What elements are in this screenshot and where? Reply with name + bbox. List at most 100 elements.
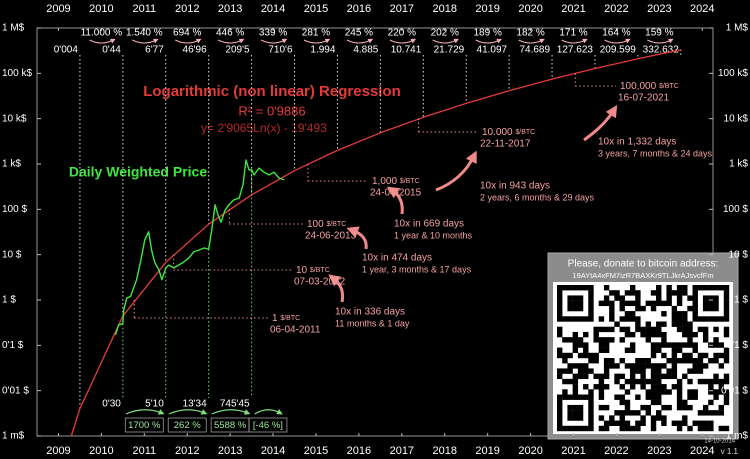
qr-cell [619, 425, 625, 432]
x-tick-label: 2023 [647, 3, 671, 15]
y-tick-label: 10 k$ [2, 113, 27, 124]
y-tick-label: 10 $ [2, 249, 22, 260]
qr-cell [635, 326, 641, 333]
qr-cell [723, 311, 730, 317]
qr-cell [635, 305, 641, 312]
qr-cell [557, 311, 563, 317]
qr-cell [609, 316, 615, 322]
qr-cell [650, 300, 657, 307]
qr-cell [583, 394, 589, 400]
qr-cell [650, 389, 657, 395]
qr-cell [603, 295, 610, 301]
qr-cell [692, 290, 698, 296]
regression-growth-label: 1.540 % [126, 28, 163, 39]
interval-arrow [387, 186, 404, 215]
qr-cell [708, 316, 714, 322]
qr-cell [567, 363, 573, 369]
regression-value-label: 127.623 [557, 45, 594, 56]
qr-cell [656, 378, 662, 385]
milestone-date: 16-07-2021 [618, 93, 670, 104]
qr-cell [697, 326, 704, 333]
qr-cell [635, 321, 641, 327]
qr-cell [629, 331, 636, 338]
qr-cell [619, 295, 625, 301]
qr-cell [676, 404, 683, 411]
qr-cell [593, 337, 599, 343]
regression-growth-arrow [475, 38, 502, 44]
y-tick-label-right: 10 $ [729, 249, 749, 260]
qr-cell [697, 425, 704, 432]
qr-cell [708, 305, 714, 312]
qr-cell [614, 378, 620, 385]
price-value-label: 5'10 [145, 399, 164, 410]
qr-cell [624, 410, 631, 416]
qr-cell [708, 295, 714, 301]
qr-cell [588, 415, 594, 421]
qr-cell [635, 368, 641, 374]
qr-cell [577, 373, 584, 380]
price-growth-box [124, 417, 164, 433]
x-tick-label: 2016 [347, 3, 371, 15]
qr-cell [609, 420, 615, 426]
qr-cell [583, 368, 589, 374]
x-tick-label: 2012 [175, 3, 199, 15]
footer-version: v 1.1 [721, 447, 739, 456]
qr-cell [682, 352, 688, 359]
qr-cell [624, 389, 631, 395]
qr-cell [656, 368, 662, 374]
qr-cell [702, 337, 709, 343]
qr-cell [619, 399, 625, 406]
qr-cell [656, 384, 662, 390]
qr-cell [666, 295, 672, 301]
qr-cell [577, 404, 584, 411]
qr-cell [676, 342, 683, 348]
qr-cell [713, 352, 719, 359]
price-growth-box [248, 417, 288, 433]
qr-cell [598, 378, 605, 385]
qr-cell [572, 337, 579, 343]
qr-cell [650, 305, 657, 312]
qr-cell [609, 363, 615, 369]
qr-cell [557, 347, 563, 353]
milestone-price-unit: $/BTC [280, 315, 300, 322]
qr-cell [687, 368, 693, 374]
qr-cell [682, 316, 688, 322]
qr-cell [614, 290, 620, 296]
qr-cell [577, 285, 584, 291]
qr-cell [650, 342, 657, 348]
qr-cell [718, 384, 724, 390]
qr-cell [593, 331, 599, 338]
qr-cell [671, 305, 678, 312]
qr-cell [588, 295, 594, 301]
qr-cell [603, 300, 610, 307]
interval-detail: 1 year, 3 months & 17 days [362, 264, 472, 274]
qr-cell [718, 363, 724, 369]
qr-cell [708, 300, 714, 307]
qr-cell [567, 295, 573, 301]
qr-cell [572, 316, 579, 322]
qr-cell [656, 389, 662, 395]
milestone-price-unit: $/BTC [515, 129, 535, 136]
qr-cell [624, 404, 631, 411]
x-tick-label-bottom: 2011 [132, 445, 156, 457]
qr-cell [577, 394, 584, 400]
price-growth-arrow [125, 409, 165, 415]
qr-cell [557, 305, 563, 312]
qr-cell [629, 410, 636, 416]
qr-cell [609, 300, 615, 307]
qr-cell [650, 394, 657, 400]
qr-cell [645, 358, 652, 364]
milestone-price-value: 1 [272, 313, 278, 324]
qr-cell [609, 290, 615, 296]
interval-text: 10x in 1,332 days [598, 137, 676, 148]
qr-cell [687, 337, 693, 343]
y-tick-label: 1 k$ [2, 159, 21, 170]
regression-formula: y= 2'9065Ln(x) - 19'493 [201, 121, 327, 135]
y-tick-label: 1 $ [2, 295, 16, 306]
qr-cell [588, 389, 594, 395]
qr-cell [572, 378, 579, 385]
qr-cell [619, 394, 625, 400]
qr-cell [650, 352, 657, 359]
qr-cell [713, 305, 719, 312]
